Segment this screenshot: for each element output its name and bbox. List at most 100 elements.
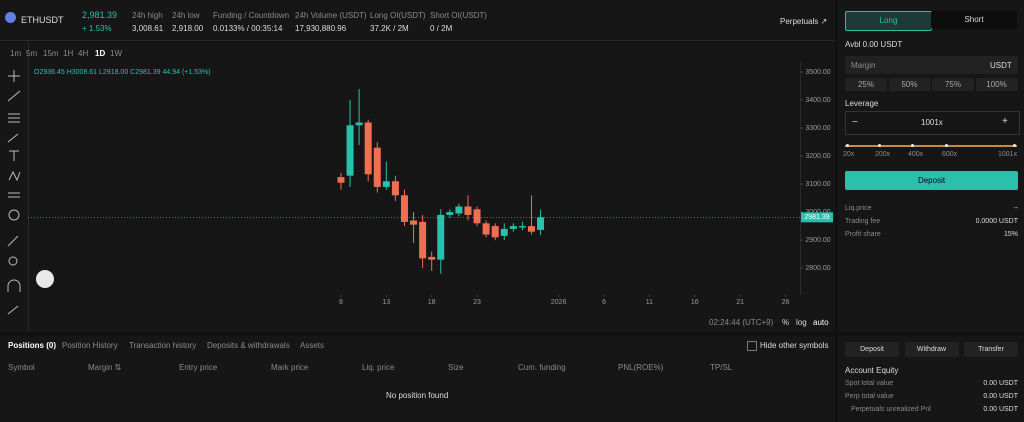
last-price-label: 2981.39: [804, 214, 829, 221]
clock: 02:24:44 (UTC+9): [709, 318, 774, 327]
log-toggle[interactable]: log: [796, 318, 807, 327]
x-tick-label: 16: [691, 299, 699, 306]
x-tick-label: 21: [736, 299, 744, 306]
y-tick-label: 3200.00: [805, 153, 830, 160]
interval[interactable]: 4H: [78, 49, 89, 58]
drawing-tools[interactable]: [7, 70, 21, 315]
checkbox[interactable]: [747, 341, 757, 351]
candle-body: [428, 256, 436, 260]
slider-dot: [1013, 144, 1016, 147]
margin-input[interactable]: [845, 56, 1018, 74]
stat-value: 37.2K / 2M: [370, 24, 409, 33]
percent-button[interactable]: 100%: [975, 78, 1018, 91]
column-header: Size: [448, 363, 464, 372]
empty-message: No position found: [386, 391, 449, 400]
column-header: TP/SL: [710, 363, 733, 372]
tab[interactable]: Deposits & withdrawals: [207, 341, 290, 350]
leverage-box: [845, 111, 1020, 135]
column-header: Liq. price: [362, 363, 395, 372]
candle-body: [491, 226, 499, 238]
interval[interactable]: 1D: [95, 49, 106, 58]
candle-body: [482, 223, 490, 235]
header: ETHUSDT 2,981.39 + 1.53% Perpetuals ↗: [0, 0, 835, 40]
stat-value: 2,918.00: [172, 24, 204, 33]
legend-low: L2918.00: [99, 69, 129, 76]
stat-label: Long OI(USDT): [370, 11, 426, 20]
symbol[interactable]: ETHUSDT: [21, 15, 64, 25]
interval[interactable]: 15m: [43, 49, 59, 58]
slider-label: 1001x: [998, 151, 1018, 158]
column-header: Symbol: [8, 363, 35, 372]
tab[interactable]: Assets: [300, 341, 325, 350]
y-tick-label: 3300.00: [805, 125, 830, 132]
account-button[interactable]: Transfer: [964, 342, 1018, 357]
account-button[interactable]: Deposit: [845, 342, 899, 357]
stat-label: Funding / Countdown: [213, 11, 290, 20]
x-tick-label: 13: [382, 299, 390, 306]
tab[interactable]: Position History: [62, 341, 118, 350]
slider-label: 600x: [942, 151, 958, 158]
interval[interactable]: 1m: [10, 49, 22, 58]
stat-label: 24h Volume (USDT): [295, 11, 367, 20]
percent-button[interactable]: 50%: [888, 78, 931, 91]
slider-dot: [846, 144, 849, 147]
stat-value: 0 / 2M: [430, 24, 453, 33]
account-button[interactable]: Withdraw: [904, 342, 959, 357]
column-header: Mark price: [271, 363, 309, 372]
change: + 1.53%: [82, 24, 112, 33]
stat-value: 17,930,880.96: [295, 24, 347, 33]
leverage-minus[interactable]: −: [852, 117, 858, 128]
candle-body: [346, 125, 354, 176]
column-header: Cum. funding: [518, 363, 566, 372]
candle-body: [446, 212, 454, 215]
tab[interactable]: Transaction history: [129, 341, 197, 350]
interval[interactable]: 1W: [110, 49, 122, 58]
percent-button[interactable]: 25%: [845, 78, 887, 91]
tab[interactable]: Positions (0): [8, 341, 57, 350]
percent-toggle[interactable]: %: [782, 318, 790, 327]
tv-logo: [36, 270, 54, 288]
candle-body: [419, 221, 427, 259]
ohlc-legend: O2936.45 H3008.61 L2918.00 C2981.39 44.9…: [34, 69, 211, 76]
info-label: Liq.price: [845, 205, 872, 212]
candle-body: [373, 147, 381, 187]
x-tick-label: 18: [428, 299, 436, 306]
legend-open: O2936.45: [34, 69, 65, 76]
leverage-slider[interactable]: [845, 145, 1017, 147]
info-value: --: [1013, 205, 1018, 212]
account-label: Perpetuals unrealized Pnl: [851, 406, 931, 413]
hide-label: Hide other symbols: [760, 341, 829, 350]
stat-value: 0.0133% / 00:35:14: [213, 24, 283, 33]
eth-icon: [5, 12, 16, 23]
legend-close: C2981.39: [130, 69, 161, 76]
stat-value: 3,008.61: [132, 24, 164, 33]
candle-body: [391, 181, 399, 196]
account-value: 0.00 USDT: [983, 406, 1018, 413]
x-tick-label: 11: [646, 299, 653, 306]
x-tick-label: 8: [339, 299, 343, 306]
long-tab[interactable]: Long: [845, 11, 932, 31]
order-panel: [838, 0, 1024, 332]
short-tab[interactable]: Short: [931, 11, 1017, 29]
candle-body: [509, 226, 517, 229]
info-value: 15%: [1003, 231, 1018, 238]
column-header: Entry price: [179, 363, 218, 372]
account-label: Spot total value: [845, 380, 894, 387]
percent-button[interactable]: 75%: [932, 78, 974, 91]
interval[interactable]: 1H: [63, 49, 74, 58]
slider-label: 20x: [843, 151, 855, 158]
slider-dot: [945, 144, 948, 147]
deposit-button[interactable]: Deposit: [845, 171, 1018, 190]
legend-high: H3008.61: [66, 69, 98, 76]
candle-body: [437, 214, 445, 260]
market[interactable]: Perpetuals ↗: [780, 17, 828, 26]
interval[interactable]: 5m: [26, 49, 38, 58]
x-tick-label: 26: [782, 299, 790, 306]
chart: 2800.002900.003000.003100.003200.003300.…: [0, 40, 835, 332]
margin-unit: USDT: [990, 61, 1012, 70]
x-tick-label: 23: [473, 299, 481, 306]
slider-dot: [911, 144, 914, 147]
leverage-plus[interactable]: +: [1002, 116, 1008, 127]
auto-toggle[interactable]: auto: [813, 318, 829, 327]
